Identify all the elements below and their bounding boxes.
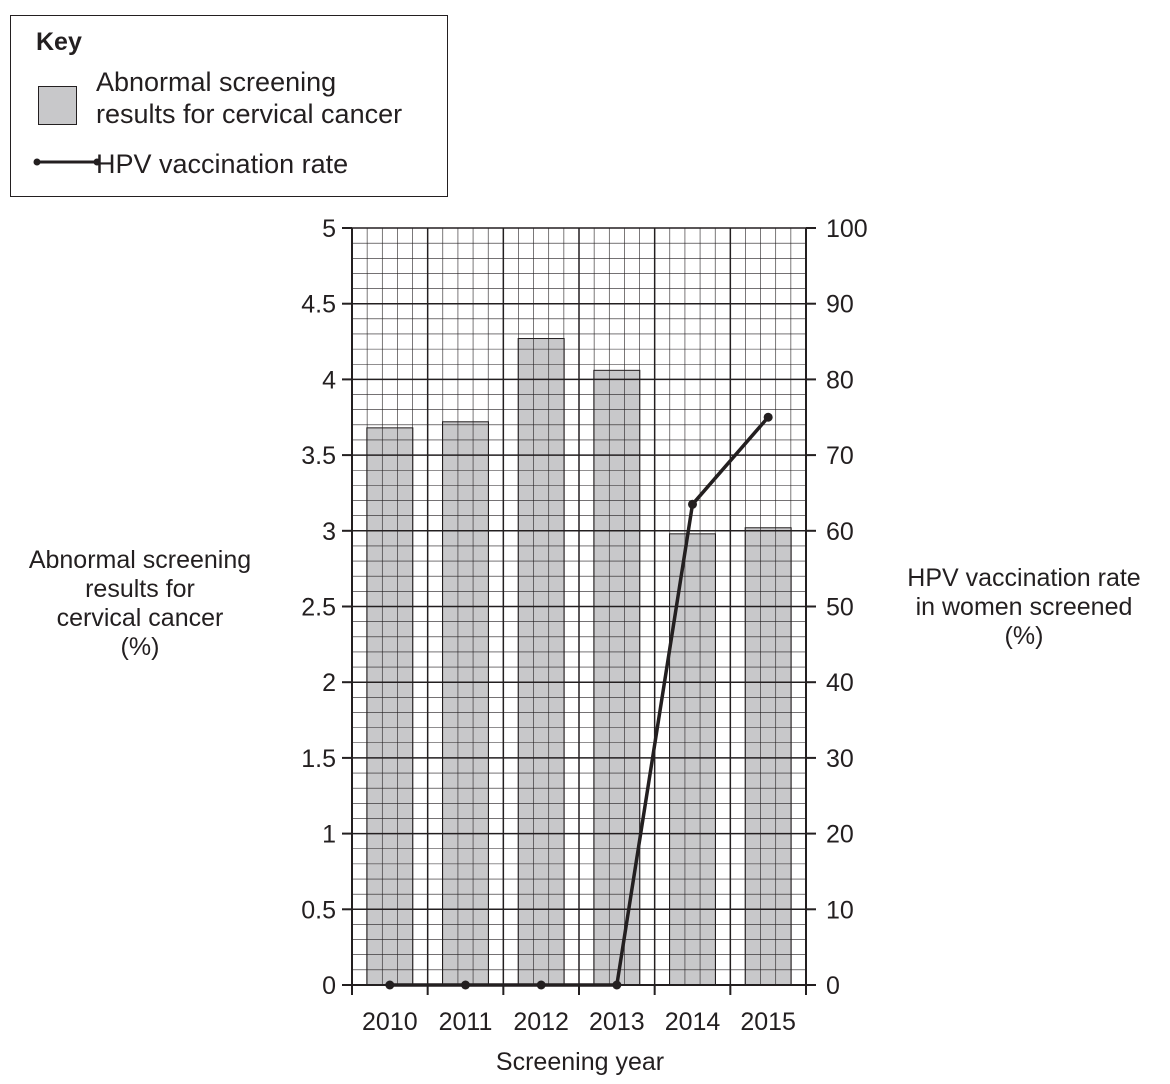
legend-bar-label: Abnormal screening results for cervical c… xyxy=(96,67,403,129)
y-tick-label-left: 5 xyxy=(322,215,336,243)
x-tick-label: 2014 xyxy=(665,1008,721,1036)
y-tick-label-right: 10 xyxy=(826,896,854,924)
y-tick-label-left: 2 xyxy=(322,669,336,697)
y-tick-label-left: 4 xyxy=(322,366,336,394)
y-tick-label-right: 0 xyxy=(826,972,840,1000)
vaccination-point xyxy=(461,980,470,990)
vaccination-line xyxy=(389,416,770,987)
bar xyxy=(366,427,414,986)
y-tick-label-right: 90 xyxy=(826,291,854,319)
legend-bar-swatch xyxy=(38,86,77,125)
y-tick-label-left: 3.5 xyxy=(301,442,336,470)
vaccination-point xyxy=(612,980,622,990)
bar xyxy=(517,338,565,986)
x-tick-label: 2013 xyxy=(589,1008,645,1036)
y-tick-label-right: 50 xyxy=(826,594,854,622)
y-axis-title-left: Abnormal screening results for cervical ca… xyxy=(28,546,252,661)
bar xyxy=(744,527,792,986)
x-tick-label: 2012 xyxy=(513,1008,569,1036)
x-tick-label: 2011 xyxy=(439,1008,493,1036)
y-tick-label-right: 70 xyxy=(826,442,854,470)
x-tick-label: 2010 xyxy=(362,1008,418,1036)
vaccination-point xyxy=(536,980,546,990)
y-tick-label-left: 2.5 xyxy=(301,594,336,622)
y-tick-label-left: 4.5 xyxy=(301,291,336,319)
legend: Key Abnormal screening results for cervic… xyxy=(10,15,448,197)
bar xyxy=(442,421,489,986)
y-tick-label-left: 1.5 xyxy=(301,745,336,773)
x-tick-label: 2015 xyxy=(740,1008,796,1036)
legend-title: Key xyxy=(36,28,82,56)
vaccination-point xyxy=(688,499,697,509)
vaccination-point xyxy=(763,412,773,422)
y-tick-label-right: 20 xyxy=(826,821,854,849)
y-tick-label-right: 80 xyxy=(826,366,854,394)
x-axis-title: Screening year xyxy=(495,1048,665,1076)
legend-line-label: HPV vaccination rate xyxy=(96,149,349,179)
legend-line-swatch xyxy=(33,158,101,166)
y-axis-title-right: HPV vaccination rate in women screened (%) xyxy=(907,564,1141,650)
y-tick-label-right: 100 xyxy=(826,215,868,243)
y-tick-label-left: 3 xyxy=(322,518,336,546)
y-tick-label-left: 0.5 xyxy=(301,896,336,924)
y-tick-label-right: 30 xyxy=(826,745,854,773)
y-tick-label-right: 60 xyxy=(826,518,854,546)
y-tick-label-left: 1 xyxy=(322,821,336,849)
y-tick-label-left: 0 xyxy=(322,972,336,1000)
y-tick-label-right: 40 xyxy=(826,669,854,697)
vaccination-point xyxy=(385,980,395,990)
